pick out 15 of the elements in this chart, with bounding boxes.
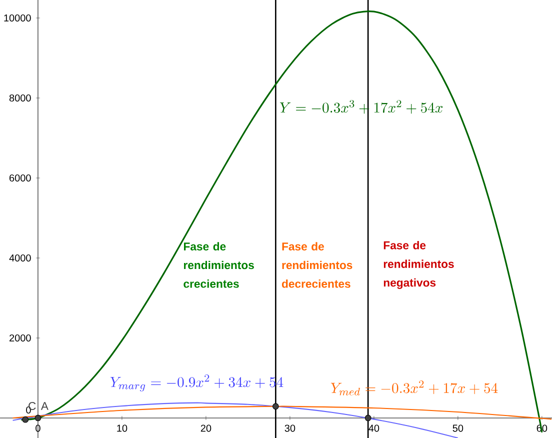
x-tick-label: 40	[368, 424, 380, 432]
annotation: Fase de rendimientos negativos	[384, 241, 454, 289]
annotation: C	[28, 402, 36, 410]
annotation: Fase de rendimientos decrecientes	[282, 242, 352, 288]
y-tick-label: 10000	[4, 14, 31, 22]
y-tick-label: 8000	[9, 94, 31, 102]
annotation: A	[40, 402, 48, 410]
y-tick-label: 4000	[9, 254, 31, 262]
annotation: Fase de rendimientos crecientes	[184, 242, 254, 288]
y-tick-label: 2000	[10, 334, 31, 342]
x-tick-label: 30	[284, 424, 296, 432]
y-tick-label: 6000	[10, 174, 31, 182]
x-tick-label: 10	[117, 424, 128, 432]
x-tick-label: 50	[452, 424, 464, 432]
x-tick-label: 20	[200, 424, 212, 432]
